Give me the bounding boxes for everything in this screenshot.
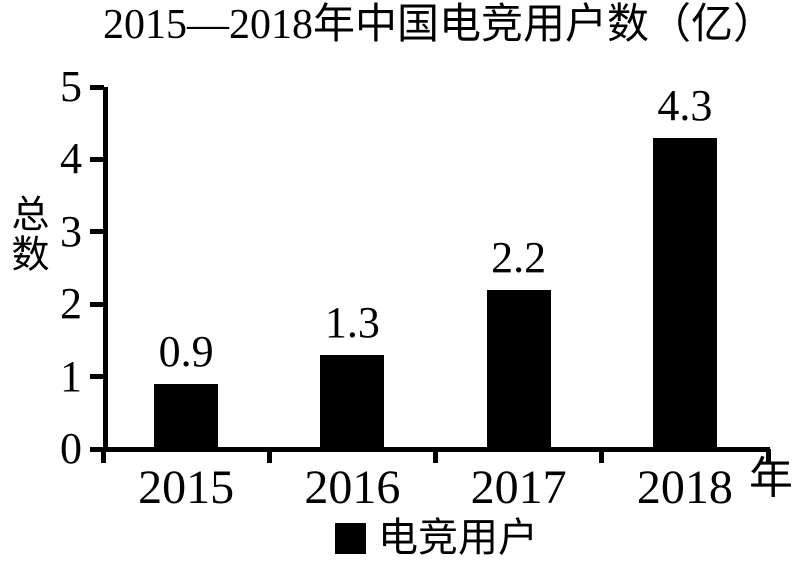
- y-axis-tick: [90, 446, 104, 452]
- x-tick-label-2015: 2015: [138, 461, 235, 514]
- y-tick-label: 2: [60, 279, 82, 329]
- x-axis-tick: [266, 449, 272, 463]
- bar-2015: [154, 384, 219, 449]
- x-tick-label-2016: 2016: [304, 461, 401, 514]
- x-tick-label-2017: 2017: [470, 461, 567, 514]
- bar-value-label: 4.3: [657, 81, 713, 130]
- x-axis-tick: [433, 449, 438, 463]
- y-tick-label: 1: [60, 351, 82, 401]
- bar-value-label: 2.2: [491, 233, 547, 282]
- x-axis-tick: [100, 449, 106, 463]
- legend-label: 电竞用户: [378, 515, 538, 560]
- legend-swatch-icon: [335, 522, 366, 554]
- y-axis-tick: [90, 374, 104, 380]
- chart-title: 2015—2018年中国电竞用户数（亿）: [103, 2, 776, 48]
- bar-2018: [652, 138, 717, 449]
- bar-2017: [486, 290, 551, 449]
- y-tick-label: 5: [60, 62, 82, 111]
- x-axis-tick: [765, 449, 771, 463]
- x-axis-tick: [599, 449, 605, 463]
- y-axis-tick: [90, 229, 104, 235]
- y-axis-tick: [90, 301, 104, 307]
- y-tick-label: 0: [60, 424, 82, 473]
- bar-value-label: 1.3: [324, 298, 380, 347]
- x-axis-unit-label: 年: [749, 454, 793, 503]
- y-axis-tick: [90, 156, 104, 162]
- bar-value-label: 0.9: [158, 327, 214, 376]
- y-tick-label: 4: [60, 134, 82, 184]
- legend: 电竞用户: [103, 514, 770, 562]
- y-axis-tick: [90, 84, 104, 90]
- x-tick-label-2018: 2018: [636, 461, 733, 514]
- y-tick-label: 3: [60, 206, 82, 256]
- y-axis-label: 总数: [5, 194, 47, 274]
- bar-2016: [320, 355, 385, 449]
